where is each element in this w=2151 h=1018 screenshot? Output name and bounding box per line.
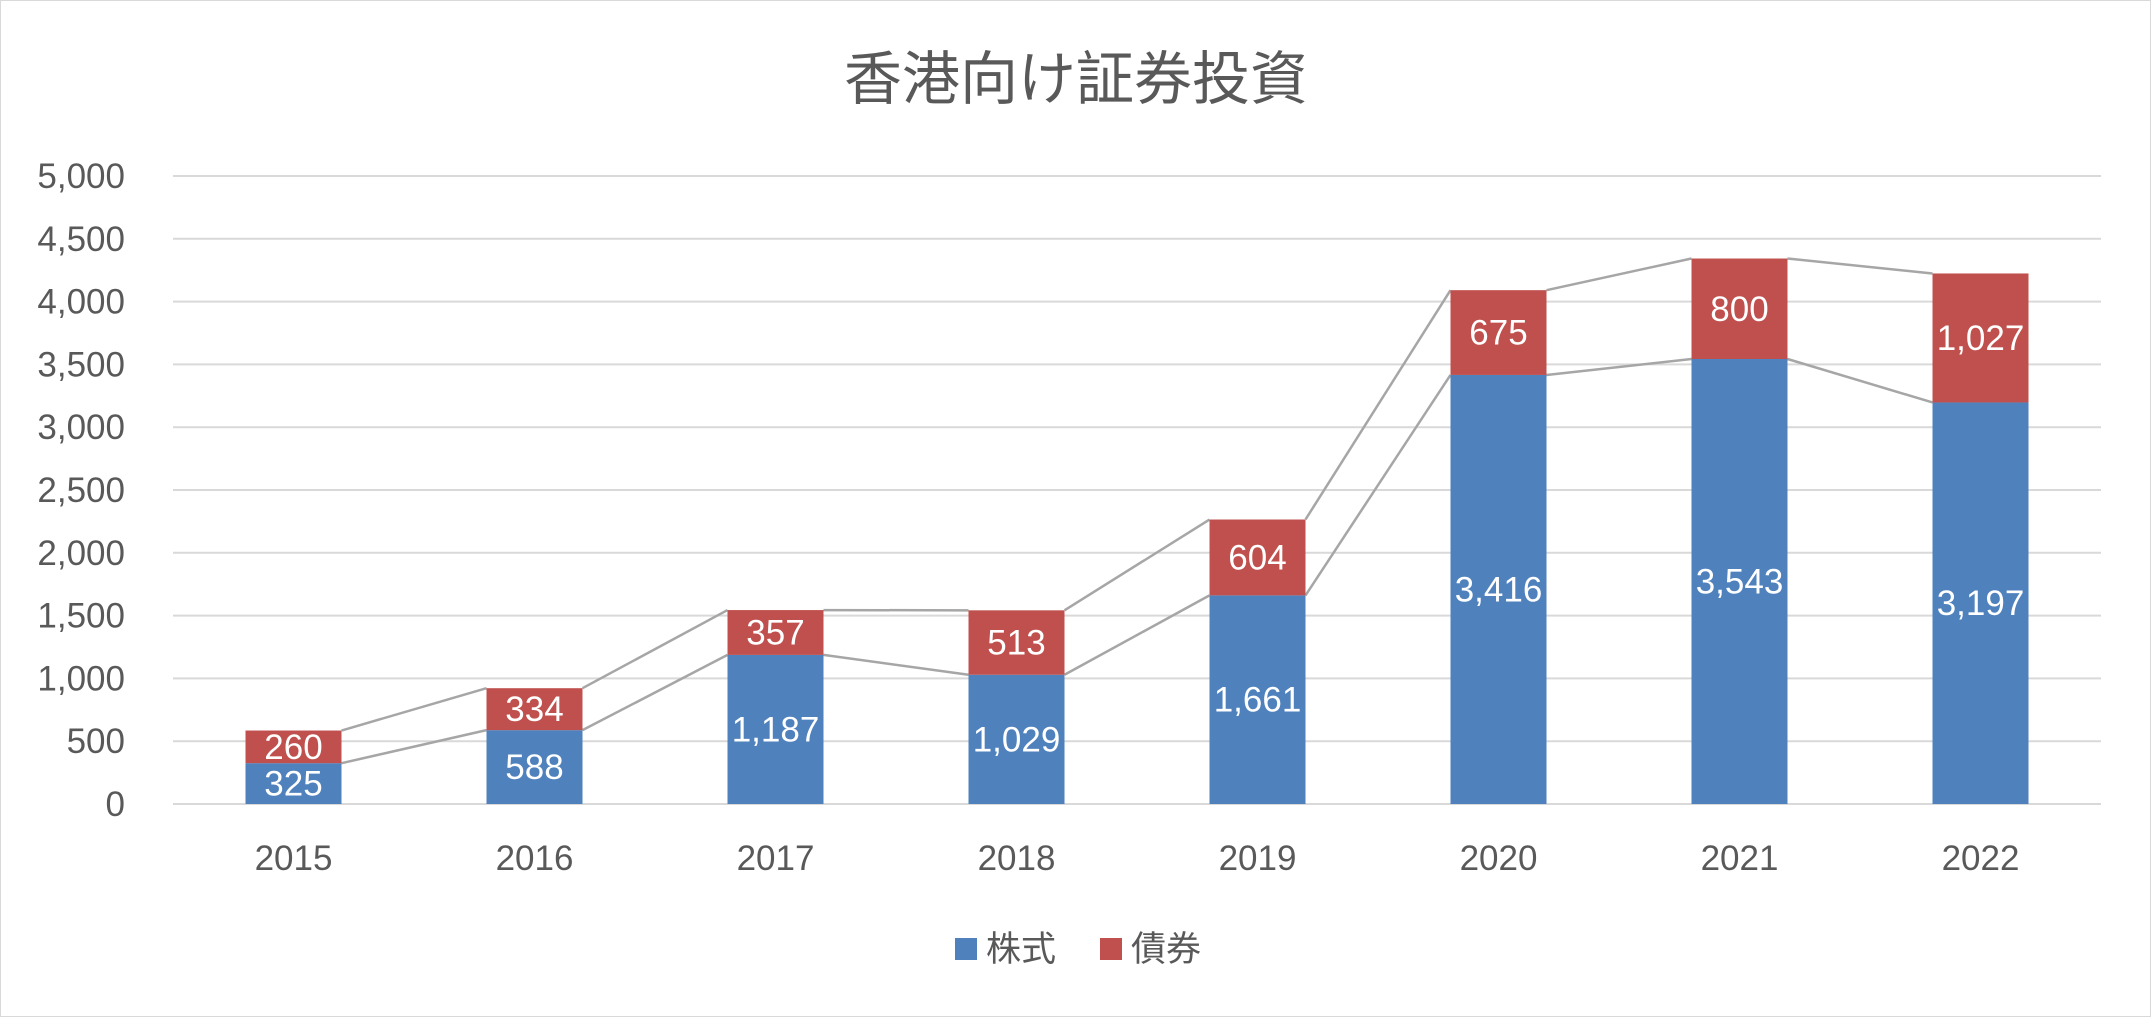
x-tick-label: 2018	[978, 839, 1056, 878]
x-tick-label: 2021	[1701, 839, 1779, 878]
series-line	[1065, 595, 1210, 674]
x-tick-label: 2015	[255, 839, 333, 878]
data-label: 800	[1710, 290, 1768, 329]
series-line	[1788, 259, 1933, 274]
gridlines	[173, 176, 2101, 804]
legend-swatch	[955, 938, 977, 960]
series-line	[342, 730, 487, 763]
data-label: 3,543	[1696, 562, 1784, 601]
chart-title: 香港向け証券投資	[844, 45, 1308, 113]
series-line	[342, 688, 487, 730]
data-label: 1,187	[732, 710, 820, 749]
data-label: 675	[1469, 314, 1527, 353]
y-tick-label: 4,000	[37, 283, 125, 322]
legend-label: 債券	[1131, 930, 1201, 970]
legend-label: 株式	[986, 930, 1056, 970]
data-label: 1,027	[1937, 319, 2025, 358]
data-label: 334	[505, 690, 563, 729]
series-line	[583, 610, 728, 688]
x-tick-label: 2016	[496, 839, 574, 878]
y-tick-label: 1,500	[37, 597, 125, 636]
y-tick-label: 2,000	[37, 534, 125, 573]
x-tick-label: 2020	[1460, 839, 1538, 878]
data-label: 604	[1228, 538, 1286, 577]
x-axis: 2015 2016 2017 2018 2019 2020 2021 2022	[255, 839, 2020, 878]
legend: 株式 債券	[955, 930, 1201, 970]
y-tick-label: 4,500	[37, 220, 125, 259]
y-tick-label: 5,000	[37, 157, 125, 196]
y-tick-label: 2,500	[37, 471, 125, 510]
data-label: 260	[264, 728, 322, 767]
x-tick-label: 2022	[1942, 839, 2020, 878]
data-label: 1,029	[973, 720, 1061, 759]
series-line	[1547, 259, 1692, 291]
data-label: 325	[264, 765, 322, 804]
legend-swatch	[1100, 938, 1122, 960]
y-axis: 0 500 1,000 1,500 2,000 2,500 3,000 3,500 4,000 4…	[37, 157, 125, 824]
y-tick-label: 1,000	[37, 659, 125, 698]
data-label: 588	[505, 748, 563, 787]
x-tick-label: 2019	[1219, 839, 1297, 878]
series-line	[1065, 520, 1210, 611]
y-tick-label: 3,000	[37, 408, 125, 447]
data-label: 513	[987, 624, 1045, 663]
data-label: 3,197	[1937, 584, 2025, 623]
data-label: 3,416	[1455, 570, 1543, 609]
y-tick-label: 0	[106, 785, 125, 824]
x-tick-label: 2017	[737, 839, 815, 878]
y-tick-label: 3,500	[37, 345, 125, 384]
data-label: 1,661	[1214, 681, 1302, 720]
series-line	[824, 655, 969, 675]
series-line	[1788, 359, 1933, 402]
y-tick-label: 500	[67, 722, 125, 761]
data-label: 357	[746, 613, 804, 652]
series-line	[1547, 359, 1692, 375]
series-line	[583, 655, 728, 730]
